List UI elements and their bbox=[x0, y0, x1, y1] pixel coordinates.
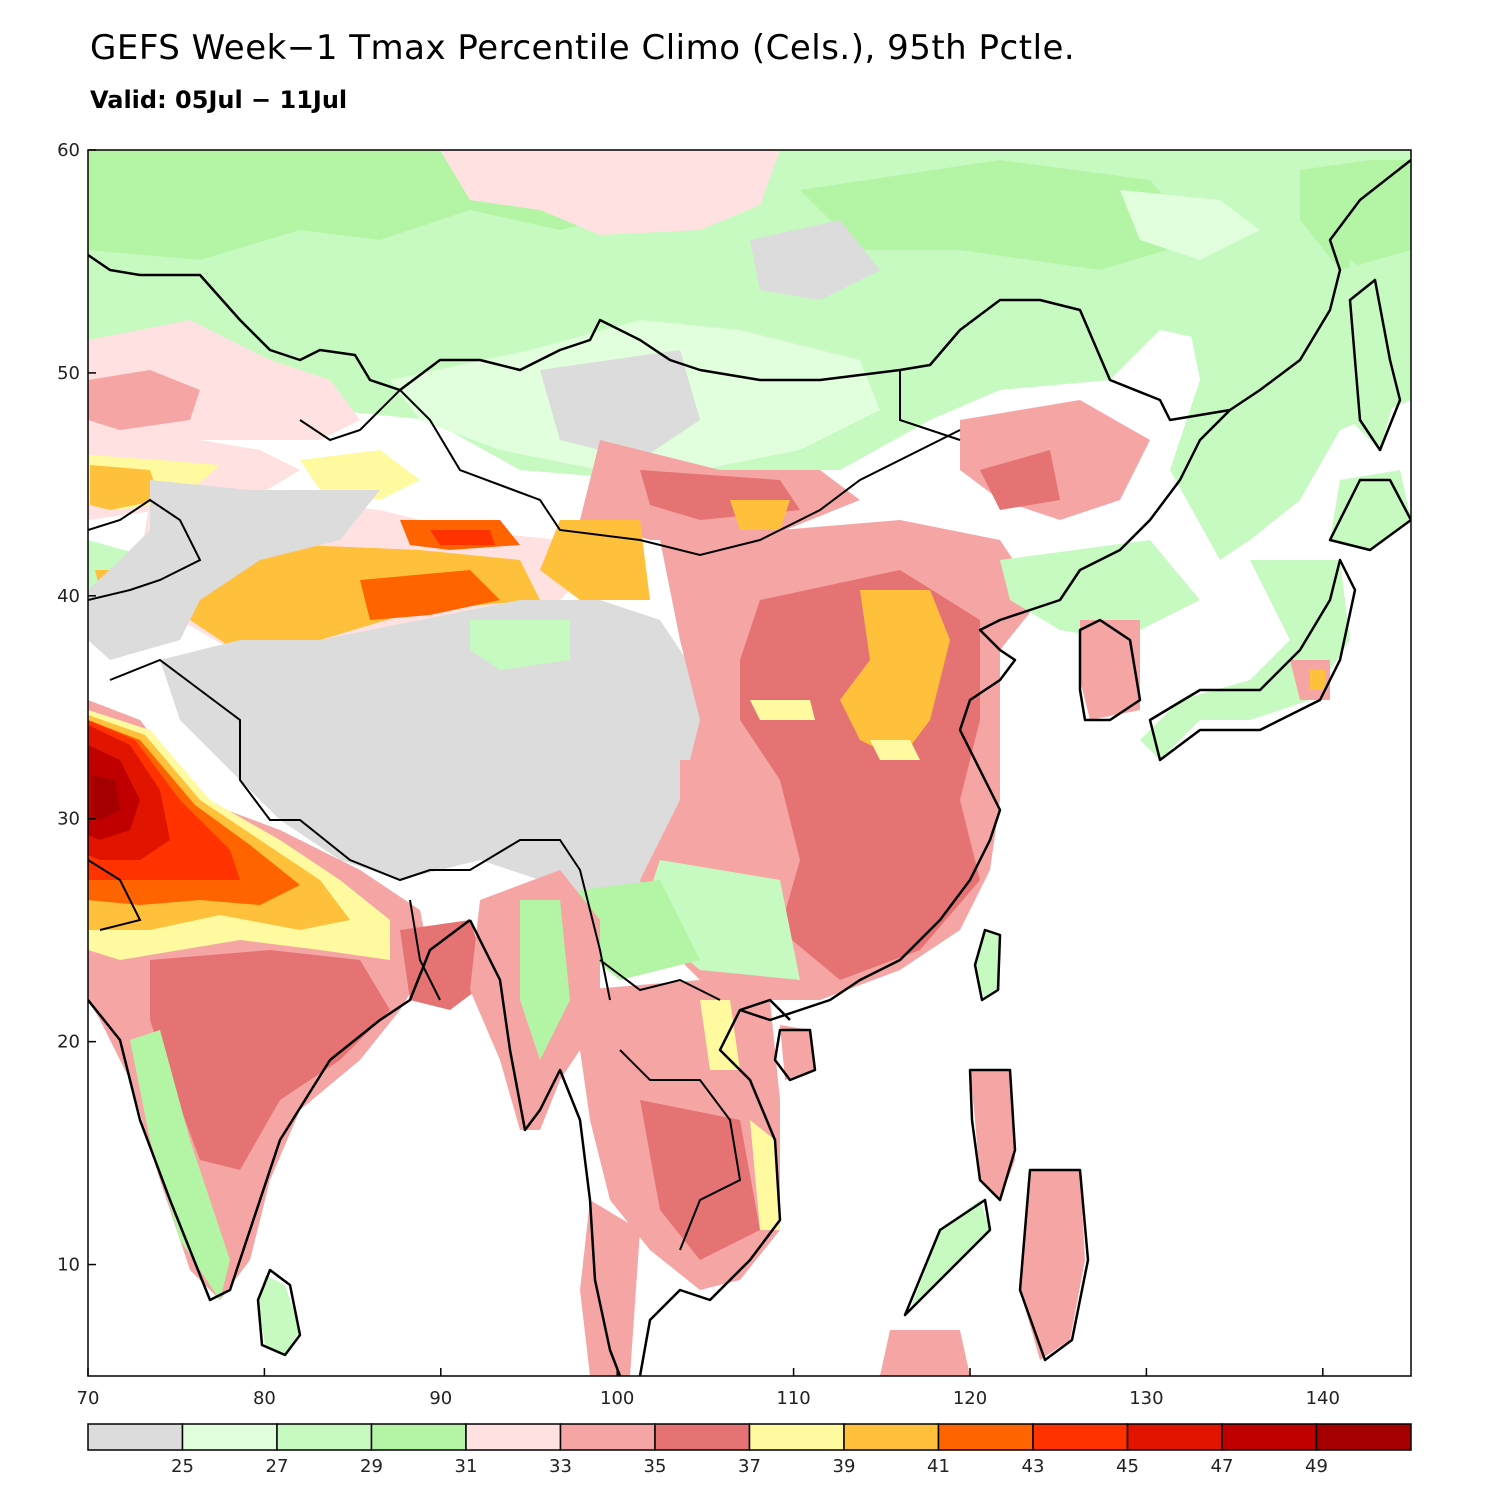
x-tick-label: 70 bbox=[77, 1388, 100, 1409]
x-tick-label: 120 bbox=[953, 1388, 987, 1409]
colorbar-label: 43 bbox=[1022, 1456, 1045, 1477]
colorbar-swatch bbox=[465, 1423, 562, 1451]
region-kazakhstan bbox=[88, 320, 360, 460]
x-tick-label: 140 bbox=[1306, 1388, 1340, 1409]
y-tick-label: 10 bbox=[57, 1255, 80, 1276]
y-tick-label: 60 bbox=[57, 140, 80, 161]
colorbar-swatch bbox=[181, 1423, 278, 1451]
colorbar-swatch bbox=[937, 1423, 1034, 1451]
y-tick-label: 50 bbox=[57, 363, 80, 384]
colorbar-label: 35 bbox=[644, 1456, 667, 1477]
colorbar-swatch bbox=[276, 1423, 373, 1451]
colorbar-label: 47 bbox=[1211, 1456, 1234, 1477]
colorbar-label: 39 bbox=[833, 1456, 856, 1477]
chart-title: GEFS Week−1 Tmax Percentile Climo (Cels.… bbox=[90, 28, 1076, 68]
x-tick-label: 80 bbox=[253, 1388, 276, 1409]
colorbar-label: 37 bbox=[738, 1456, 761, 1477]
x-tick-label: 90 bbox=[429, 1388, 452, 1409]
x-tick-label: 110 bbox=[776, 1388, 810, 1409]
colorbar-label: 27 bbox=[266, 1456, 289, 1477]
colorbar-swatch bbox=[1126, 1423, 1223, 1451]
colorbar-swatch bbox=[1221, 1423, 1318, 1451]
colorbar-label: 29 bbox=[360, 1456, 383, 1477]
colorbar-swatch bbox=[370, 1423, 467, 1451]
axis-ticks: 70 80 90 100 110 120 130 140 10 20 30 40 50 60 bbox=[57, 140, 1340, 1409]
colorbar-swatch bbox=[1315, 1423, 1412, 1451]
colorbar-swatch bbox=[559, 1423, 656, 1451]
colorbar-swatch bbox=[87, 1423, 184, 1451]
borders bbox=[88, 370, 961, 1251]
coastlines bbox=[88, 159, 1411, 1376]
temperature-field bbox=[88, 150, 1411, 1376]
colorbar-label: 33 bbox=[549, 1456, 572, 1477]
y-tick-label: 40 bbox=[57, 586, 80, 607]
colorbar-label: 31 bbox=[455, 1456, 478, 1477]
colorbar: 25 27 29 31 33 35 37 39 41 43 45 47 49 bbox=[87, 1423, 1412, 1477]
colorbar-label: 49 bbox=[1305, 1456, 1328, 1477]
colorbar-swatch bbox=[748, 1423, 845, 1451]
y-tick-label: 30 bbox=[57, 809, 80, 830]
colorbar-label: 45 bbox=[1116, 1456, 1139, 1477]
x-tick-label: 130 bbox=[1129, 1388, 1163, 1409]
colorbar-label: 41 bbox=[927, 1456, 950, 1477]
colorbar-swatch bbox=[843, 1423, 940, 1451]
colorbar-swatch bbox=[654, 1423, 751, 1451]
colorbar-label: 25 bbox=[171, 1456, 194, 1477]
colorbar-swatch bbox=[1032, 1423, 1129, 1451]
chart-subtitle: Valid: 05Jul − 11Jul bbox=[90, 86, 348, 114]
x-tick-label: 100 bbox=[600, 1388, 634, 1409]
y-tick-label: 20 bbox=[57, 1032, 80, 1053]
region-tibet bbox=[88, 480, 380, 660]
